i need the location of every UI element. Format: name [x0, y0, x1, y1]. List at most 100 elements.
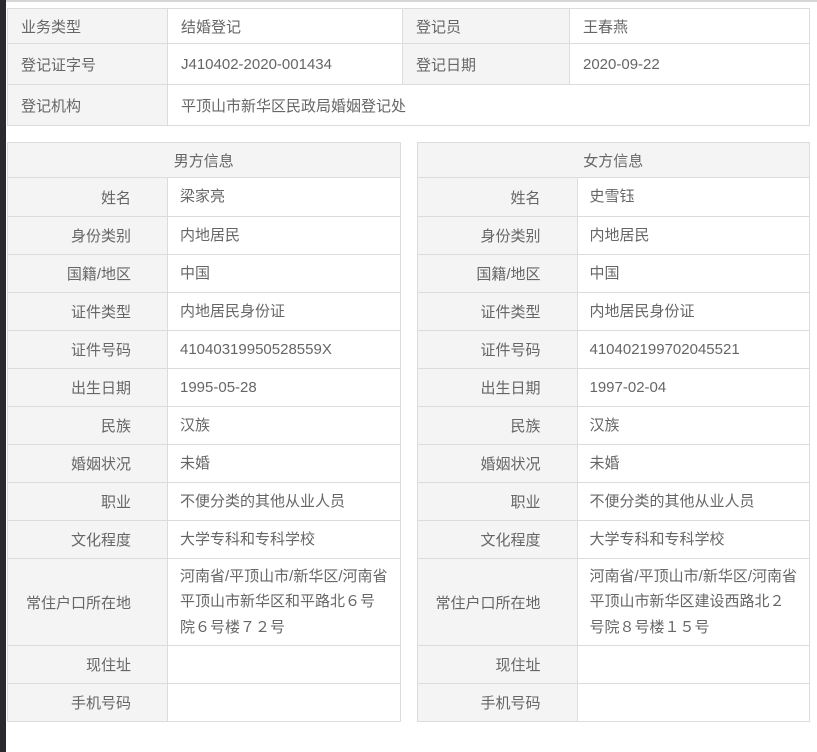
- person-panels: 男方信息 姓名 梁家亮 身份类别 内地居民 国籍/地区 中国 证件类型 内地居民…: [7, 142, 810, 722]
- table-row: 出生日期 1995-05-28: [8, 368, 400, 406]
- row-label: 常住户口所在地: [417, 559, 578, 645]
- registration-summary-table: 业务类型 结婚登记 登记员 王春燕 登记证字号 J410402-2020-001…: [7, 8, 810, 126]
- table-row: 证件类型 内地居民身份证: [417, 292, 809, 330]
- row-label: 现住址: [417, 646, 578, 683]
- table-row: 手机号码: [8, 683, 400, 721]
- row-value: 内地居民: [180, 226, 241, 244]
- table-row: 民族 汉族: [417, 406, 809, 444]
- row-value: 史雪钰: [589, 188, 635, 206]
- row-value: 410402199702045521: [589, 340, 740, 358]
- row-label: 手机号码: [417, 684, 578, 721]
- registration-authority-label: 登记机构: [8, 85, 167, 125]
- row-label: 民族: [417, 407, 578, 444]
- registration-authority-value: 平顶山市新华区民政局婚姻登记处: [167, 85, 809, 125]
- row-label: 常住户口所在地: [8, 559, 168, 645]
- row-value: [168, 684, 400, 721]
- marriage-registration-record: 业务类型 结婚登记 登记员 王春燕 登记证字号 J410402-2020-001…: [7, 8, 810, 722]
- table-row: 文化程度 大学专科和专科学校: [417, 520, 809, 558]
- row-label: 文化程度: [8, 521, 168, 558]
- row-label: 姓名: [417, 178, 578, 216]
- table-row: 国籍/地区 中国: [8, 254, 400, 292]
- row-value: 不便分类的其他从业人员: [180, 492, 346, 510]
- row-label: 出生日期: [417, 369, 578, 406]
- row-label: 现住址: [8, 646, 168, 683]
- registration-date-label: 登记日期: [402, 44, 569, 84]
- row-value: 41040319950528559X: [180, 340, 332, 358]
- table-row: 常住户口所在地 河南省/平顶山市/新华区/河南省平顶山市新华区和平路北６号院６号…: [8, 558, 400, 645]
- table-row: 现住址: [417, 645, 810, 683]
- row-label: 身份类别: [8, 217, 168, 254]
- business-type-value: 结婚登记: [167, 9, 402, 43]
- male-info-title: 男方信息: [8, 143, 400, 178]
- row-value: 中国: [180, 264, 211, 282]
- business-type-label: 业务类型: [8, 9, 167, 43]
- row-label: 婚姻状况: [8, 445, 168, 482]
- row-value: 河南省/平顶山市/新华区/河南省平顶山市新华区和平路北６号院６号楼７２号: [180, 567, 388, 636]
- table-row: 职业 不便分类的其他从业人员: [8, 482, 400, 520]
- row-label: 职业: [8, 483, 168, 520]
- certificate-number-value: J410402-2020-001434: [167, 44, 402, 84]
- table-row: 婚姻状况 未婚: [8, 444, 400, 482]
- row-label: 手机号码: [8, 684, 168, 721]
- row-label: 证件号码: [8, 331, 168, 368]
- row-value: 内地居民身份证: [589, 302, 695, 320]
- table-row: 证件号码 410402199702045521: [417, 330, 809, 368]
- row-value: [578, 684, 810, 721]
- table-row: 常住户口所在地 河南省/平顶山市/新华区/河南省平顶山市新华区建设西路北２号院８…: [417, 558, 809, 645]
- certificate-number-label: 登记证字号: [8, 44, 167, 84]
- row-value: [578, 646, 810, 683]
- row-value: 河南省/平顶山市/新华区/河南省平顶山市新华区建设西路北２号院８号楼１５号: [589, 567, 798, 636]
- table-row: 姓名 史雪钰: [417, 178, 810, 216]
- row-label: 国籍/地区: [417, 255, 578, 292]
- row-label: 证件类型: [8, 293, 168, 330]
- row-value: 大学专科和专科学校: [180, 530, 316, 548]
- row-value: 汉族: [589, 416, 620, 434]
- row-value: [168, 646, 400, 683]
- registrar-label: 登记员: [402, 9, 569, 43]
- table-row: 婚姻状况 未婚: [417, 444, 809, 482]
- row-label: 文化程度: [417, 521, 578, 558]
- row-value: 中国: [589, 264, 620, 282]
- window-left-edge: [0, 0, 6, 752]
- row-label: 证件号码: [417, 331, 578, 368]
- registrar-value: 王春燕: [569, 9, 809, 43]
- row-value: 内地居民: [589, 226, 650, 244]
- registration-date-value: 2020-09-22: [569, 44, 809, 84]
- row-value: 不便分类的其他从业人员: [589, 492, 755, 510]
- table-row: 现住址: [8, 645, 400, 683]
- table-row: 民族 汉族: [8, 406, 400, 444]
- row-label: 国籍/地区: [8, 255, 168, 292]
- table-row: 证件类型 内地居民身份证: [8, 292, 400, 330]
- table-row: 登记证字号 J410402-2020-001434 登记日期 2020-09-2…: [8, 43, 809, 84]
- row-value: 内地居民身份证: [180, 302, 286, 320]
- row-value: 未婚: [589, 454, 620, 472]
- row-label: 职业: [417, 483, 578, 520]
- table-row: 职业 不便分类的其他从业人员: [417, 482, 809, 520]
- table-row: 文化程度 大学专科和专科学校: [8, 520, 400, 558]
- female-info-table: 女方信息 姓名 史雪钰 身份类别 内地居民 国籍/地区 中国 证件类型 内地居民…: [416, 142, 810, 722]
- row-label: 出生日期: [8, 369, 168, 406]
- row-label: 证件类型: [417, 293, 578, 330]
- table-row: 身份类别 内地居民: [8, 216, 400, 254]
- row-value: 大学专科和专科学校: [589, 530, 725, 548]
- row-label: 姓名: [8, 178, 168, 216]
- table-row: 出生日期 1997-02-04: [417, 368, 809, 406]
- table-row: 业务类型 结婚登记 登记员 王春燕: [8, 9, 809, 43]
- row-label: 民族: [8, 407, 168, 444]
- table-row: 身份类别 内地居民: [417, 216, 809, 254]
- row-label: 婚姻状况: [417, 445, 578, 482]
- table-row: 国籍/地区 中国: [417, 254, 809, 292]
- row-value: 1997-02-04: [589, 378, 667, 396]
- row-value: 1995-05-28: [180, 378, 257, 396]
- table-row: 登记机构 平顶山市新华区民政局婚姻登记处: [8, 84, 809, 125]
- male-info-table: 男方信息 姓名 梁家亮 身份类别 内地居民 国籍/地区 中国 证件类型 内地居民…: [7, 142, 401, 722]
- female-info-title: 女方信息: [417, 143, 809, 178]
- table-row: 手机号码: [417, 683, 810, 721]
- row-label: 身份类别: [417, 217, 578, 254]
- row-value: 汉族: [180, 416, 211, 434]
- row-value: 梁家亮: [180, 188, 226, 206]
- table-row: 姓名 梁家亮: [8, 178, 400, 216]
- window-top-divider: [0, 0, 817, 2]
- table-row: 证件号码 41040319950528559X: [8, 330, 400, 368]
- row-value: 未婚: [180, 454, 211, 472]
